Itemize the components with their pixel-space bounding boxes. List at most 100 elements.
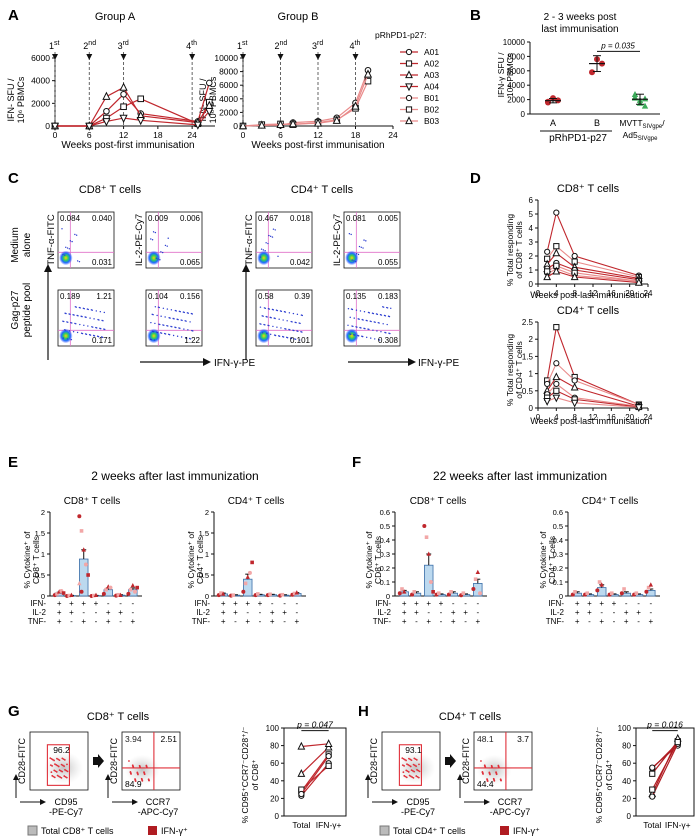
facs-event — [100, 327, 102, 330]
facs-event — [69, 240, 72, 242]
immunisation-label: 1st — [237, 40, 248, 51]
x-tick-label: 20 — [625, 413, 634, 422]
combo-sign: + — [451, 617, 456, 626]
facs-event — [390, 307, 392, 310]
data-point — [219, 591, 223, 595]
combo-sign: + — [233, 599, 238, 608]
data-point — [428, 580, 433, 584]
facs-event — [269, 235, 272, 238]
series-line — [546, 390, 639, 408]
data-point — [294, 590, 299, 595]
y-tick-label: 0.4 — [380, 536, 390, 545]
series-marker — [552, 372, 561, 381]
ifng-event — [492, 777, 495, 780]
series-line-B03 — [242, 74, 369, 127]
combo-sign: - — [427, 608, 430, 617]
facs-event — [169, 317, 171, 319]
y-arrowhead — [105, 774, 111, 780]
imm-num: 4 — [186, 41, 191, 51]
facs-event — [183, 311, 185, 314]
panel-e-letter: E — [8, 454, 18, 471]
quadrant-ll: 84.9 — [125, 779, 142, 789]
data-point — [268, 592, 272, 597]
pvalue-label: p = 0.035 — [600, 41, 635, 50]
legend-marker — [405, 60, 413, 67]
facs-event — [93, 335, 96, 337]
quadrant-lr: 0.042 — [290, 258, 311, 267]
series-marker-B03 — [238, 121, 248, 130]
facs-event — [176, 335, 179, 337]
ifng-event — [134, 778, 136, 780]
facs-event — [374, 338, 376, 340]
data-point — [118, 592, 123, 597]
panel-a-letter: A — [8, 7, 19, 24]
facs-event — [278, 335, 281, 337]
combo-sign: + — [451, 608, 456, 617]
imm-num: 2 — [83, 41, 88, 51]
facs-event — [74, 233, 76, 236]
y-tick-label: 0.6 — [553, 508, 563, 517]
facs-event — [65, 246, 67, 248]
ifng-event — [410, 759, 413, 762]
panel-e-cd4-ylabel-1: % Cytokine⁺ of — [186, 531, 196, 589]
facs-event — [294, 338, 297, 340]
series-line-A02 — [55, 98, 210, 127]
facs-event — [269, 333, 272, 336]
quadrant-ur: 1.21 — [96, 292, 112, 301]
combo-sign: + — [426, 599, 431, 608]
combo-sign: + — [57, 599, 62, 608]
facs-event — [75, 306, 77, 308]
quadrant-ll: 44.4 — [477, 779, 494, 789]
quadrant-ul: 48.1 — [477, 734, 494, 744]
panel-h-ylabel-2: of CD4⁺ — [604, 759, 614, 790]
facs-event — [172, 334, 175, 337]
facs-event — [166, 308, 169, 310]
pair-marker-total — [649, 770, 656, 777]
facs-event — [104, 328, 106, 331]
series-marker-A03 — [102, 91, 111, 100]
panel-d-cd8-title: CD8⁺ T cells — [557, 183, 620, 195]
combo-sign: + — [599, 617, 604, 626]
series-line — [546, 262, 639, 281]
y-tick-label: 0.3 — [553, 550, 563, 559]
data-point — [573, 590, 577, 594]
facs-event — [352, 325, 354, 328]
facs-event — [83, 307, 85, 310]
ifng-event — [50, 771, 53, 774]
data-point — [108, 585, 113, 590]
combo-sign: + — [575, 608, 580, 617]
y-tick-label: 0.5 — [35, 571, 45, 580]
facs-event — [289, 329, 291, 331]
facs-event — [276, 326, 278, 328]
facs-xlabel-2: -PE-Cy7 — [49, 807, 83, 817]
facs-event — [168, 334, 171, 336]
immunisation-label: 2nd — [275, 40, 288, 51]
ifng-event — [143, 771, 145, 774]
combo-sign: + — [402, 599, 407, 608]
data-point — [473, 577, 478, 581]
panel-e-cd8-title: CD8⁺ T cells — [64, 496, 121, 507]
x-tick-label: 16 — [607, 289, 616, 298]
ifng-event — [409, 765, 412, 768]
facs-event — [366, 336, 368, 339]
facs-event — [296, 313, 299, 316]
panel-f-cd8-title: CD8⁺ T cells — [410, 496, 467, 507]
data-point — [55, 592, 59, 596]
ifng-event — [57, 765, 60, 768]
facs-event — [75, 323, 77, 325]
data-point — [83, 562, 88, 567]
x-arrowhead — [203, 358, 211, 366]
series-marker — [571, 252, 578, 260]
series-marker — [553, 360, 560, 367]
series-marker-A02 — [120, 103, 127, 111]
combo-sign: + — [439, 599, 444, 608]
pair-marker-total — [649, 764, 656, 771]
facs-event — [265, 332, 268, 335]
legend-label-B02: B02 — [424, 105, 439, 115]
x-tick-label: B — [594, 118, 600, 128]
facs-event — [152, 314, 154, 316]
x-tick-label: 18 — [153, 130, 163, 140]
series-line — [546, 383, 639, 407]
data-point — [595, 588, 600, 593]
facs-event — [363, 239, 365, 241]
